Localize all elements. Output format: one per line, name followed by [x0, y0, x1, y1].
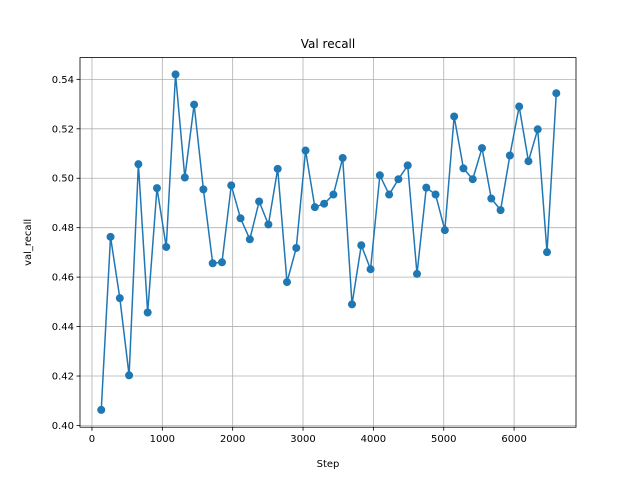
data-point [366, 265, 375, 274]
data-point [357, 241, 366, 250]
data-point [552, 89, 561, 98]
data-point [468, 175, 477, 184]
data-point [459, 164, 468, 173]
y-tick-label: 0.46 [52, 273, 74, 284]
data-point [524, 157, 533, 166]
y-axis: 0.40 0.42 0.44 0.46 0.48 0.50 0.52 0.54 [52, 75, 80, 432]
data-point [515, 102, 524, 111]
data-point [208, 259, 217, 268]
series-layer [97, 70, 561, 414]
data-point [533, 125, 542, 134]
data-point [171, 70, 180, 79]
data-point [143, 308, 152, 317]
y-tick-label: 0.50 [52, 174, 74, 185]
data-point [505, 151, 514, 160]
x-axis-label: Step [317, 459, 340, 470]
data-point [264, 220, 273, 229]
x-tick-label: 6000 [501, 434, 526, 445]
data-point [292, 243, 301, 252]
data-point [97, 405, 106, 414]
data-point [199, 185, 208, 194]
y-tick-label: 0.48 [52, 223, 74, 234]
data-point [106, 232, 115, 241]
data-point [450, 112, 459, 121]
y-tick-label: 0.42 [52, 372, 74, 383]
data-point [227, 181, 236, 190]
data-point [152, 184, 161, 193]
data-point [310, 203, 319, 212]
data-point [180, 173, 189, 182]
data-point [422, 183, 431, 192]
data-point [375, 171, 384, 180]
data-point [543, 248, 552, 257]
data-point [338, 153, 347, 162]
data-point [255, 197, 264, 206]
data-point [385, 190, 394, 199]
data-point [273, 164, 282, 173]
data-point [394, 175, 403, 184]
data-point [320, 199, 329, 208]
data-point [245, 235, 254, 244]
data-point [125, 371, 134, 380]
y-tick-label: 0.54 [52, 75, 74, 86]
data-point [413, 269, 421, 278]
data-point [217, 258, 226, 267]
y-tick-label: 0.52 [52, 124, 74, 135]
data-point [478, 144, 487, 153]
data-point [431, 190, 440, 199]
x-tick-label: 4000 [361, 434, 386, 445]
data-point [487, 194, 496, 203]
series-line [100, 73, 558, 410]
x-tick-label: 3000 [290, 434, 315, 445]
data-point [162, 242, 171, 251]
data-point [282, 278, 291, 287]
plot-frame [79, 57, 577, 428]
y-tick-label: 0.44 [52, 322, 74, 333]
x-tick-label: 0 [89, 434, 95, 445]
data-point [496, 206, 505, 215]
y-tick-label: 0.40 [52, 421, 74, 432]
x-tick-label: 2000 [220, 434, 245, 445]
data-point [134, 160, 143, 169]
data-point [347, 300, 356, 309]
data-point [403, 161, 412, 170]
y-axis-label: val_recall [23, 219, 34, 266]
x-axis: 0 1000 2000 3000 4000 5000 6000 [89, 427, 527, 445]
data-point [115, 294, 124, 303]
data-point [301, 146, 310, 155]
data-point [236, 214, 245, 223]
x-tick-label: 1000 [150, 434, 175, 445]
data-point [190, 100, 199, 109]
data-point [440, 226, 449, 235]
data-point [329, 190, 338, 199]
chart-title: Val recall [301, 37, 355, 51]
x-tick-label: 5000 [431, 434, 456, 445]
